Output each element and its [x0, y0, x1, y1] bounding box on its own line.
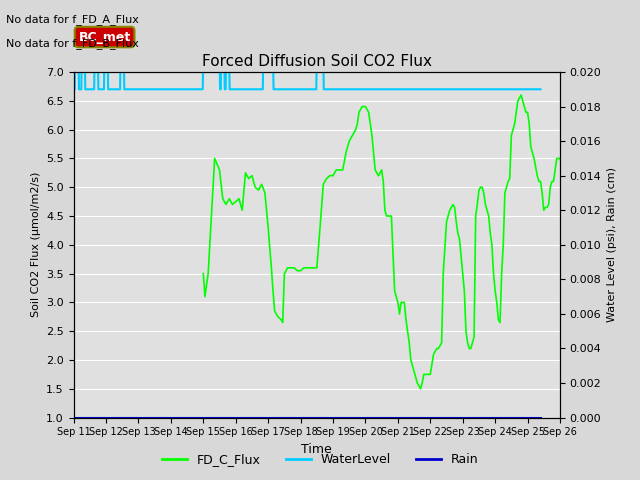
Y-axis label: Soil CO2 Flux (μmol/m2/s): Soil CO2 Flux (μmol/m2/s)	[31, 172, 40, 317]
Y-axis label: Water Level (psi), Rain (cm): Water Level (psi), Rain (cm)	[607, 168, 617, 322]
Text: BC_met: BC_met	[79, 31, 131, 44]
Text: No data for f_FD_A_Flux: No data for f_FD_A_Flux	[6, 14, 140, 25]
Text: No data for f_FD_B_Flux: No data for f_FD_B_Flux	[6, 38, 140, 49]
Legend: FD_C_Flux, WaterLevel, Rain: FD_C_Flux, WaterLevel, Rain	[157, 448, 483, 471]
Title: Forced Diffusion Soil CO2 Flux: Forced Diffusion Soil CO2 Flux	[202, 54, 432, 70]
X-axis label: Time: Time	[301, 443, 332, 456]
